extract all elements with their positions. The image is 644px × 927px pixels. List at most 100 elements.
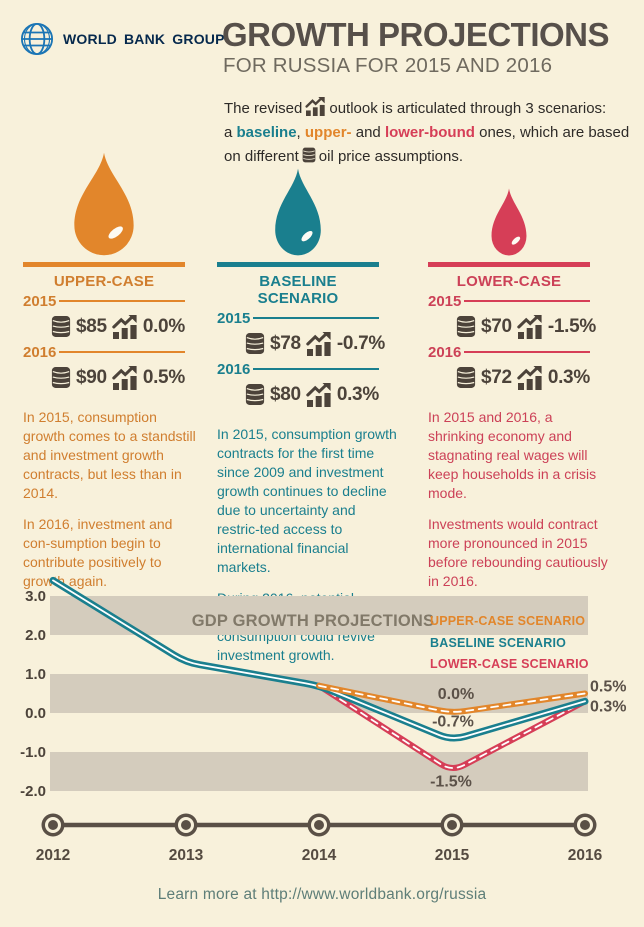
page-title: GROWTH PROJECTIONS	[222, 16, 610, 53]
chart-legend: UPPER-CASE SCENARIO BASELINE SCENARIO LOWE…	[430, 611, 589, 676]
oil-barrel-icon	[51, 367, 71, 388]
intro-seg: a	[224, 124, 237, 141]
year-rule	[253, 317, 379, 319]
growth-value: -0.7%	[336, 332, 385, 354]
oil-barrel-icon	[245, 333, 265, 354]
scenario-divider-bar	[23, 262, 185, 267]
year-rule	[464, 300, 590, 302]
intro-seg: ones, which are based	[474, 124, 630, 141]
oil-drop-icon-medium	[275, 168, 321, 256]
year-rule	[253, 368, 379, 370]
scenario-column-upper-case: UPPER-CASE 2015 $85 0.0% 2016 $90 0.5% I…	[23, 146, 200, 591]
year-label: 2016	[428, 344, 462, 361]
oil-price: $72	[481, 366, 512, 388]
oil-barrel-icon	[302, 147, 316, 163]
growth-value: 0.0%	[142, 315, 185, 337]
timeline-year-label: 2016	[568, 847, 603, 864]
year-row: 2015	[217, 311, 379, 327]
stat-row: $90 0.5%	[23, 362, 200, 393]
year-rule	[59, 300, 185, 302]
timeline-year-label: 2012	[36, 847, 70, 864]
year-row: 2015	[428, 294, 590, 310]
scenario-paragraph: In 2016, investment and con-sumption beg…	[23, 516, 173, 589]
growth-chart-icon	[517, 314, 542, 339]
intro-seg: on different	[224, 148, 299, 165]
year-rule	[464, 351, 590, 353]
intro-seg: ,	[296, 124, 305, 141]
series-line-overlay	[318, 684, 586, 713]
intro-seg: and	[351, 124, 385, 141]
data-label: 0.5%	[590, 679, 626, 696]
year-label: 2016	[217, 361, 251, 378]
oil-price: $80	[270, 383, 301, 405]
data-label: 0.3%	[590, 698, 626, 715]
legend-item: LOWER-CASE SCENARIO	[430, 657, 589, 671]
chart-band	[50, 752, 588, 791]
world-bank-logo: WORLD BANK GROUP	[18, 20, 225, 58]
data-label: -0.7%	[432, 713, 474, 730]
y-axis-tick: 3.0	[25, 588, 46, 605]
oil-price: $70	[481, 315, 512, 337]
stat-row: $72 0.3%	[428, 362, 608, 393]
oil-price: $90	[76, 366, 107, 388]
oil-price: $78	[270, 332, 301, 354]
year-rule	[59, 351, 185, 353]
intro-seg: outlook is articulated through 3 scenari…	[329, 100, 607, 117]
timeline-node-core	[181, 820, 191, 830]
legend-item: BASELINE SCENARIO	[430, 635, 567, 650]
timeline-node-core	[580, 820, 590, 830]
growth-value: 0.5%	[142, 366, 185, 388]
year-label: 2015	[428, 293, 462, 310]
oil-barrel-icon	[456, 367, 476, 388]
year-label: 2015	[23, 293, 57, 310]
scenario-title: BASELINE SCENARIO	[257, 273, 339, 307]
stat-row: $70 -1.5%	[428, 311, 608, 342]
data-label: 0.0%	[438, 686, 474, 703]
timeline-year-label: 2013	[169, 847, 204, 864]
intro-seg: The revised	[224, 100, 303, 117]
timeline-node-core	[314, 820, 324, 830]
scenario-paragraph: In 2015, consumption growth comes to a s…	[23, 409, 196, 501]
timeline-year-label: 2014	[302, 847, 337, 864]
y-axis-tick: 1.0	[25, 666, 46, 683]
oil-price: $85	[76, 315, 107, 337]
growth-chart-icon	[306, 331, 331, 356]
year-row: 2016	[23, 345, 185, 361]
data-label: -1.5%	[430, 774, 472, 791]
year-row: 2016	[428, 345, 590, 361]
baseline-word: baseline	[236, 124, 297, 141]
growth-value: -1.5%	[547, 315, 596, 337]
footer-link[interactable]: Learn more at http://www.worldbank.org/r…	[157, 886, 487, 903]
scenario-paragraph: In 2015 and 2016, a shrinking economy an…	[428, 409, 597, 501]
intro-seg: oil price assumptions.	[318, 148, 464, 165]
oil-barrel-icon	[51, 316, 71, 337]
growth-chart-icon	[517, 365, 542, 390]
chart-title: GDP GROWTH PROJECTIONS	[191, 612, 435, 630]
timeline-axis: 2012 2013 2014 2015 2016	[36, 813, 603, 864]
upper-word: upper-	[304, 124, 352, 141]
y-axis-tick: 2.0	[25, 627, 46, 644]
drop-area	[428, 146, 590, 256]
oil-drop-icon-large	[74, 152, 134, 256]
drop-area	[23, 146, 185, 256]
scenario-title: UPPER-CASE	[53, 273, 155, 290]
scenario-title: LOWER-CASE	[456, 273, 562, 290]
year-row: 2016	[217, 362, 379, 378]
lower-word: lower-bound	[384, 124, 475, 141]
y-axis-tick: -2.0	[20, 783, 46, 800]
year-label: 2016	[23, 344, 57, 361]
oil-drop-icon-small	[491, 188, 527, 256]
y-axis-tick: -1.0	[20, 744, 46, 761]
stat-row: $80 0.3%	[217, 379, 397, 410]
title-block: GROWTH PROJECTIONS FOR RUSSIA FOR 2015 A…	[222, 16, 610, 78]
growth-chart-icon	[112, 314, 137, 339]
intro-text: The revised outlook is articulated throug…	[224, 97, 638, 169]
logo-text: WORLD BANK GROUP	[63, 31, 225, 47]
growth-value: 0.3%	[547, 366, 590, 388]
oil-barrel-icon	[456, 316, 476, 337]
chart-band	[50, 596, 588, 635]
globe-icon	[20, 22, 54, 56]
scenario-column-lower-case: LOWER-CASE 2015 $70 -1.5% 2016 $72 0.3% …	[428, 146, 608, 591]
stat-row: $85 0.0%	[23, 311, 200, 342]
